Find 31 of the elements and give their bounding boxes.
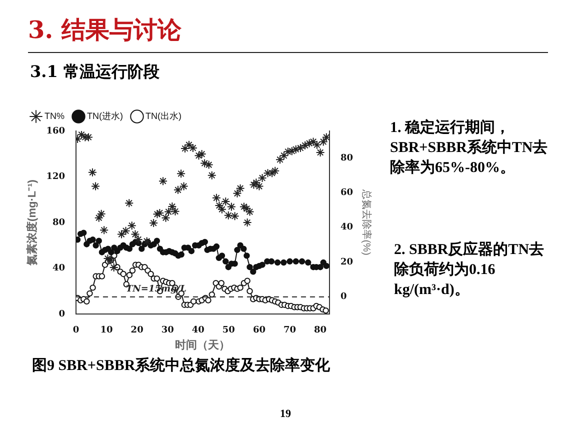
y2-tick-label: 60 xyxy=(340,188,354,198)
legend-label: TN% xyxy=(44,110,64,121)
y-tick-label: 80 xyxy=(52,218,65,228)
x-tick-label: 70 xyxy=(284,326,296,336)
y-tick-label: 120 xyxy=(46,172,65,182)
y-axis-title: 氮素浓度(mg·L⁻¹) xyxy=(26,179,39,266)
x-axis-title: 时间（天） xyxy=(175,338,230,352)
x-tick-label: 80 xyxy=(314,326,327,336)
x-tick-label: 20 xyxy=(130,326,144,336)
y2-axis-title: 总氮去除率(%) xyxy=(360,188,372,256)
y2-tick-label: 40 xyxy=(340,222,354,233)
chart-subtitle: 3.1 常温运行阶段 xyxy=(30,62,160,83)
x-tick-label: 40 xyxy=(192,326,204,336)
chart-title: 3. 结果与讨论 xyxy=(28,14,182,46)
legend-label: TN(进水) xyxy=(87,110,123,121)
y2-tick-label: 20 xyxy=(340,257,354,268)
y2-tick-label: 80 xyxy=(340,153,354,164)
caption: 图9 SBR+SBBR系统中总氮浓度及去除率变化 xyxy=(32,356,330,375)
x-tick-label: 50 xyxy=(222,326,235,336)
x-tick-label: 0 xyxy=(72,326,80,336)
y2-tick-label: 0 xyxy=(340,292,347,302)
x-tick-label: 10 xyxy=(100,326,113,336)
y-tick-label: 160 xyxy=(46,126,65,136)
x-tick-label: 30 xyxy=(161,326,174,336)
text: 1. 稳定运行期间，SBR+SBBR系统中TN去除率为65%-80%。 xyxy=(390,118,549,178)
x-tick-label: 60 xyxy=(252,326,266,336)
y-tick-label: 40 xyxy=(52,264,65,274)
y-tick-label: 0 xyxy=(58,309,65,320)
legend-label: TN(出水) xyxy=(145,110,182,121)
text: 19 xyxy=(280,408,291,420)
text: 2. SBBR反应器的TN去除负荷约为0.16 kg/(m³·d)。 xyxy=(394,240,546,300)
